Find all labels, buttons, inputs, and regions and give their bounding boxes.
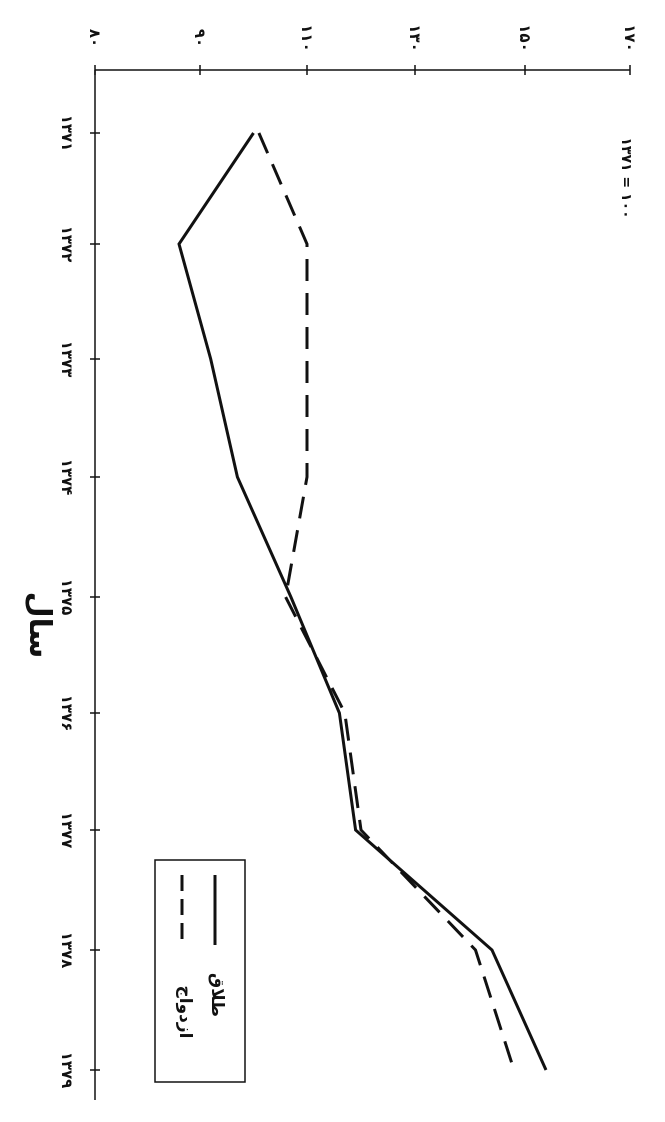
series-line-divorce <box>177 132 548 1071</box>
category-tick-label: ۱۳۷۹ <box>58 1052 76 1089</box>
legend-label-marriage: ازدواج <box>175 986 195 1039</box>
value-tick-label: ۱۱۰ <box>298 24 316 51</box>
x-axis-title: سال <box>22 592 57 659</box>
chart-axes <box>90 65 631 1100</box>
category-tick-label: ۱۳۷۶ <box>58 695 76 732</box>
value-tick-label: ۹۰ <box>191 29 209 47</box>
legend-box <box>154 859 246 1083</box>
series-lines <box>177 132 548 1071</box>
category-tick-label: ۱۳۷۳ <box>58 341 76 378</box>
value-tick-label: ۱۳۰ <box>406 24 424 51</box>
category-tick-label: ۱۳۷۲ <box>58 226 76 263</box>
tick-labels: ۸۰ ۹۰ ۱۱۰ ۱۳۰ ۱۵۰ ۱۷۰ ۱۳۷۱ ۱۳۷۲ ۱۳۷۳ ۱۳۷۴ ۱۳۷۵ ۱۳۷۶… <box>58 24 639 1088</box>
legend: طلاق ازدواج <box>154 859 246 1083</box>
index-note: ۱۳۷۱ = ۱۰۰ <box>618 137 634 218</box>
category-tick-label: ۱۳۷۷ <box>58 812 76 849</box>
category-tick-label: ۱۳۷۱ <box>58 115 76 152</box>
value-tick-label: ۱۷۰ <box>621 24 639 51</box>
legend-label-divorce: طلاق <box>207 973 227 1017</box>
category-tick-label: ۱۳۷۴ <box>58 459 76 496</box>
category-tick-label: ۱۳۷۸ <box>58 932 76 969</box>
value-tick-label: ۱۵۰ <box>516 24 534 51</box>
value-tick-label: ۸۰ <box>86 29 104 47</box>
series-line-marriage <box>257 132 516 1071</box>
category-tick-label: ۱۳۷۵ <box>58 579 76 616</box>
